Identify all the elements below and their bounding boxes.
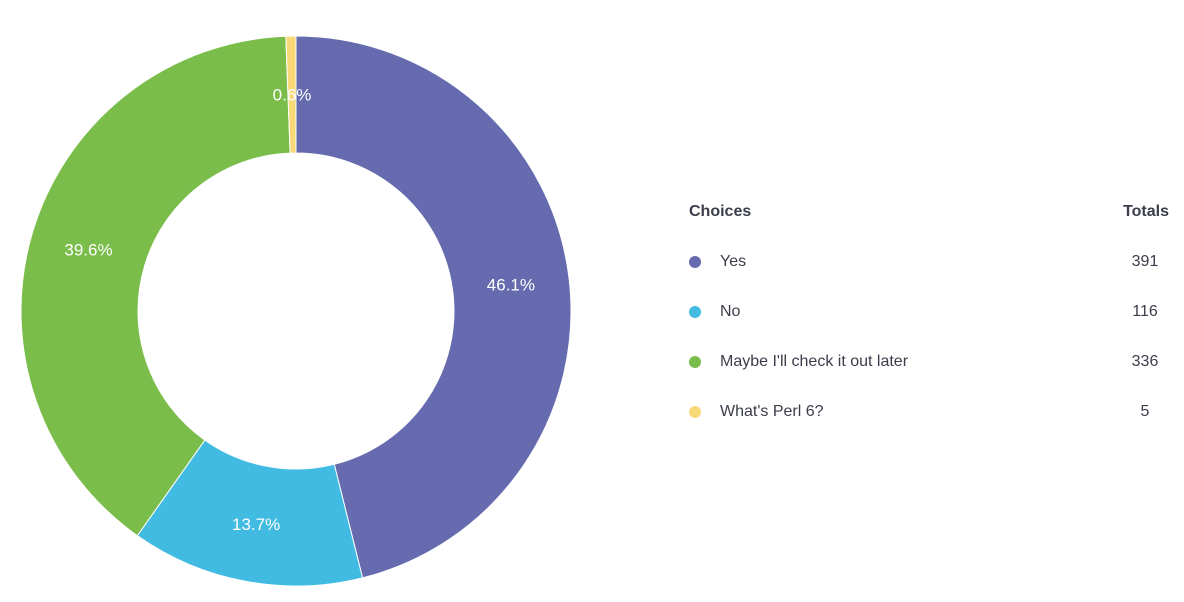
legend-header: Choices Totals bbox=[689, 200, 1169, 224]
donut-chart: 46.1% 13.7% 39.6% 0.6% bbox=[20, 35, 572, 587]
legend-total: 391 bbox=[1131, 253, 1159, 270]
legend-label: Maybe I'll check it out later bbox=[720, 353, 909, 370]
legend-item[interactable]: Yes 391 bbox=[689, 237, 1169, 287]
legend-label: What's Perl 6? bbox=[720, 403, 824, 420]
legend-dot-icon bbox=[689, 306, 701, 318]
data-label: 39.6% bbox=[64, 240, 112, 259]
legend-total: 116 bbox=[1132, 303, 1158, 320]
slice-what-s-perl-6-[interactable] bbox=[285, 35, 297, 154]
slice-maybe-i-ll-check-it-out-later[interactable] bbox=[20, 35, 291, 537]
choices-header: Choices bbox=[689, 203, 752, 220]
legend: Choices Totals Yes 391 No 116 Maybe I'll… bbox=[689, 200, 1169, 437]
data-label: 13.7% bbox=[232, 515, 280, 534]
data-label: 0.6% bbox=[273, 86, 312, 105]
data-label: 46.1% bbox=[487, 276, 535, 295]
slice-no[interactable] bbox=[136, 439, 364, 587]
legend-dot-icon bbox=[689, 356, 701, 368]
legend-dot-icon bbox=[689, 256, 701, 268]
legend-item[interactable]: Maybe I'll check it out later 336 bbox=[689, 337, 1169, 387]
legend-label: No bbox=[720, 303, 741, 320]
totals-header: Totals bbox=[1123, 203, 1169, 220]
legend-total: 336 bbox=[1131, 353, 1159, 370]
slice-yes[interactable] bbox=[295, 35, 572, 579]
legend-item[interactable]: No 116 bbox=[689, 287, 1169, 337]
legend-total: 5 bbox=[1140, 403, 1150, 420]
legend-dot-icon bbox=[689, 406, 701, 418]
legend-item[interactable]: What's Perl 6? 5 bbox=[689, 387, 1169, 437]
legend-label: Yes bbox=[720, 253, 747, 270]
